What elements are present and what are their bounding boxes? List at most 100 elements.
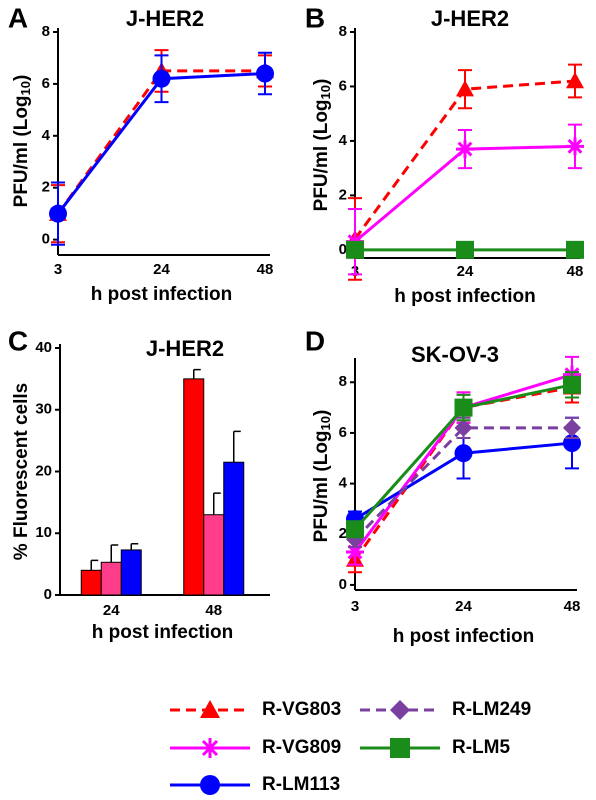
- panel-title: J-HER2: [146, 336, 224, 361]
- legend-marker: [200, 775, 220, 795]
- x-tick-label: 48: [564, 598, 581, 615]
- legend-label: R-LM5: [452, 737, 510, 758]
- marker: [49, 204, 67, 223]
- legend-marker: [200, 700, 220, 718]
- panel-title: J-HER2: [431, 6, 509, 31]
- y-axis-label: % Fluorescent cells: [11, 383, 32, 560]
- y-tick-label: 2: [42, 179, 50, 196]
- y-axis-label-part: 10: [18, 81, 33, 95]
- marker: [256, 64, 274, 83]
- y-tick-label: 2: [339, 186, 347, 203]
- y-tick-label: 8: [339, 373, 347, 390]
- legend-label: R-LM249: [452, 699, 531, 720]
- legend-marker: [390, 738, 410, 758]
- marker: [346, 543, 364, 561]
- y-axis-label-part: ): [11, 75, 32, 81]
- bar: [183, 378, 205, 596]
- x-axis-label: h post infection: [91, 284, 232, 305]
- x-tick-label: 48: [257, 261, 274, 278]
- x-tick-label: 24: [153, 261, 170, 278]
- legend-label: R-LM113: [262, 774, 340, 795]
- legend-marker: [200, 738, 220, 758]
- panel-title: SK-OV-3: [411, 342, 499, 367]
- y-axis-label: PFU/ml (Log10): [311, 410, 333, 543]
- y-axis-label-part: ): [311, 410, 332, 416]
- marker: [566, 72, 584, 89]
- x-tick-label: 48: [567, 263, 584, 280]
- marker: [454, 398, 473, 417]
- marker: [454, 418, 473, 437]
- bar: [120, 549, 142, 596]
- legend-label: R-VG803: [262, 699, 341, 720]
- panel-title: J-HER2: [126, 6, 204, 31]
- y-tick-label: 8: [42, 23, 50, 40]
- y-tick-label: 10: [35, 524, 52, 541]
- x-tick-label: 24: [457, 263, 474, 280]
- y-tick-label: 2: [339, 525, 347, 542]
- y-tick-label: 0: [339, 241, 347, 258]
- y-axis-label-part: PFU/ml (Log: [311, 99, 332, 211]
- y-tick-label: 6: [339, 77, 347, 94]
- marker: [566, 137, 584, 156]
- marker: [563, 375, 581, 394]
- bar: [223, 461, 245, 596]
- error-bar: [213, 492, 221, 515]
- panel-letter: D: [305, 325, 325, 356]
- panel-letter: A: [8, 2, 28, 33]
- y-axis-label-part: 10: [318, 85, 333, 99]
- x-axis-label: h post infection: [393, 626, 534, 647]
- marker: [566, 240, 584, 259]
- bar: [80, 569, 102, 596]
- y-tick-label: 0: [42, 231, 50, 248]
- error-bar: [110, 544, 119, 563]
- y-tick-label: 0: [339, 576, 347, 593]
- x-tick-label: 24: [455, 598, 472, 615]
- x-tick-label: 3: [351, 598, 359, 615]
- bar: [203, 514, 225, 596]
- y-tick-label: 8: [339, 23, 347, 40]
- y-tick-label: 40: [35, 339, 52, 356]
- marker: [456, 240, 474, 259]
- y-axis-label-part: ): [311, 79, 332, 85]
- error-bar: [233, 430, 241, 463]
- legend-label: R-VG809: [262, 737, 341, 758]
- marker: [152, 69, 171, 88]
- y-axis-label: PFU/ml (Log10): [311, 79, 333, 212]
- y-tick-label: 30: [35, 401, 52, 418]
- y-axis-label-part: PFU/ml (Log: [311, 430, 332, 542]
- y-tick-label: 4: [42, 127, 51, 144]
- marker: [346, 520, 364, 539]
- panel: D SK-OV-3 h post infection PFU/ml (Log10) 0 2…: [305, 325, 581, 647]
- x-tick-label: 48: [205, 602, 222, 619]
- y-axis-label: PFU/ml (Log10): [11, 75, 33, 208]
- panel: C J-HER2 h post infection % Fluorescent cel…: [8, 325, 270, 643]
- error-bar: [193, 368, 201, 379]
- marker: [454, 444, 473, 463]
- x-axis-label: h post infection: [92, 622, 233, 643]
- x-axis-label: h post infection: [394, 286, 535, 307]
- x-tick-label: 3: [54, 261, 62, 278]
- error-bar: [130, 542, 139, 550]
- legend-marker: [390, 700, 410, 720]
- series-line: [353, 426, 572, 541]
- marker: [346, 240, 364, 259]
- marker: [456, 80, 474, 97]
- y-tick-label: 0: [44, 586, 52, 603]
- marker: [563, 418, 581, 437]
- y-tick-label: 4: [339, 132, 348, 149]
- y-tick-label: 6: [42, 75, 50, 92]
- y-axis-label-part: PFU/ml (Log: [11, 95, 32, 207]
- marker: [456, 140, 474, 159]
- bar: [100, 561, 122, 596]
- series-line: [353, 385, 573, 561]
- y-axis-label-part: 10: [318, 416, 333, 430]
- panel-letter: B: [305, 2, 325, 33]
- legend: R-VG803 R-VG809 R-LM113 R-LM249 R-LM5: [170, 699, 531, 795]
- panel-letter: C: [8, 325, 28, 356]
- y-tick-label: 20: [35, 462, 52, 479]
- x-tick-label: 24: [103, 602, 120, 619]
- y-tick-label: 4: [339, 475, 348, 492]
- y-tick-label: 6: [339, 424, 347, 441]
